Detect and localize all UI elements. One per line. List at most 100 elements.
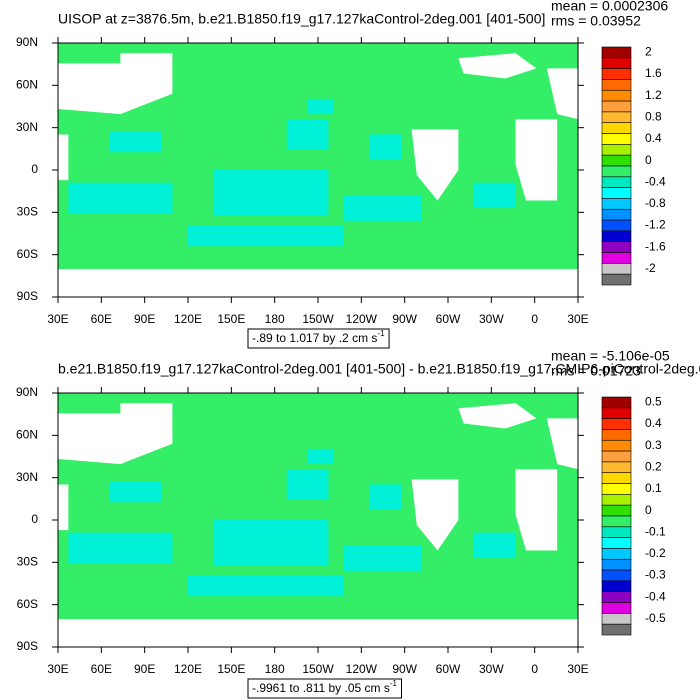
lon-label: 180 (265, 312, 285, 326)
lat-label: 90S (17, 289, 38, 303)
colorbar-label: 1.2 (645, 88, 662, 102)
colorbar-label: 0 (645, 503, 652, 517)
land-mask (58, 619, 578, 647)
colorbar-label: 2 (645, 45, 652, 59)
lat-label: 60S (17, 247, 38, 261)
map-panel: b.e21.B1850.f19_g17.127kaControl-2deg.00… (16, 348, 700, 699)
colorbar-box (601, 89, 632, 102)
colorbar-label: 0.4 (645, 131, 662, 145)
colorbar-label: -0.5 (645, 611, 666, 625)
colorbar-box (601, 68, 632, 80)
land-mask (58, 403, 173, 465)
lon-label: 180 (265, 662, 285, 676)
colorbar-label: -1.2 (645, 218, 666, 232)
colorbar-box (601, 57, 632, 69)
colorbar-box (601, 504, 632, 517)
colorbar-label: 0.8 (645, 109, 662, 123)
colorbar-box (601, 263, 632, 275)
field-patch (188, 575, 344, 597)
caption-frame (247, 678, 403, 699)
colorbar-box (601, 79, 632, 91)
colorbar-box (601, 494, 632, 506)
colorbar-box (601, 418, 632, 430)
lon-label: 30W (479, 312, 504, 326)
colorbar-box (601, 241, 632, 253)
colorbar-box (601, 450, 632, 463)
colorbar-label: -0.2 (645, 546, 666, 560)
field-patch (344, 545, 422, 571)
field-patch (307, 448, 334, 465)
lat-label: 30N (16, 120, 38, 134)
lon-label: 30E (567, 312, 588, 326)
colorbar-box (601, 111, 632, 124)
colorbar-label: -0.4 (645, 174, 666, 188)
lon-label: 60E (91, 312, 112, 326)
field-patch (214, 520, 329, 566)
lon-label: 30E (567, 662, 588, 676)
colorbar-label: 0.3 (645, 438, 662, 452)
land-mask (94, 418, 105, 429)
colorbar-box (601, 165, 632, 178)
colorbar-label: 0 (645, 153, 652, 167)
lon-label: 90W (392, 312, 417, 326)
field-patch (214, 170, 329, 216)
lat-label: 30N (16, 470, 38, 484)
colorbar-label: 0.1 (645, 481, 662, 495)
lon-label: 150W (302, 662, 334, 676)
colorbar-box (601, 46, 632, 59)
colorbar-box (601, 273, 632, 286)
lon-label: 0 (531, 662, 538, 676)
field-patch (286, 469, 329, 500)
land-mask (94, 68, 105, 79)
colorbar-box (601, 230, 632, 243)
lon-label: 150W (302, 312, 334, 326)
colorbar-box (601, 548, 632, 560)
mean-label: mean = 0.0002306 (551, 0, 668, 14)
caption-frame (247, 328, 390, 349)
lat-label: 30S (17, 555, 38, 569)
caption: -.89 to 1.017 by .2 cm s-1 (252, 329, 385, 345)
field-patch (370, 484, 402, 510)
lon-label: 30E (47, 312, 68, 326)
colorbar-box (601, 133, 632, 145)
land-mask (546, 418, 578, 470)
colorbar-box (601, 623, 632, 636)
field-patch (110, 131, 162, 153)
colorbar-box (601, 526, 632, 538)
colorbar-label: 1.6 (645, 66, 662, 80)
land-mask (58, 269, 578, 297)
rms-label: rms = 0.01723 (551, 363, 641, 379)
lon-label: 90E (134, 312, 155, 326)
lat-label: 60N (16, 428, 38, 442)
colorbar-box (601, 580, 632, 593)
land-mask (58, 134, 69, 181)
colorbar-box (601, 472, 632, 484)
land-mask (58, 484, 69, 531)
caption: -.9961 to .811 by .05 cm s-1 (252, 679, 398, 695)
caption-text: -.9961 to .811 by .05 cm s (252, 681, 390, 695)
lat-label: 0 (31, 512, 38, 526)
field-patch (68, 182, 173, 214)
colorbar-box (601, 483, 632, 495)
colorbar-label: -0.4 (645, 589, 666, 603)
colorbar-label: -0.3 (645, 568, 666, 582)
land-mask (515, 119, 558, 201)
lon-label: 120E (174, 662, 202, 676)
lat-label: 90S (17, 639, 38, 653)
land-mask (58, 53, 173, 115)
caption-text: -.89 to 1.017 by .2 cm s (252, 331, 377, 345)
field-patch (286, 119, 329, 150)
colorbar-box (601, 144, 632, 156)
panel-title: UISOP at z=3876.5m, b.e21.B1850.f19_g17.… (58, 11, 545, 27)
colorbar-box (601, 429, 632, 441)
colorbar-box (601, 407, 632, 419)
field-patch (344, 195, 422, 221)
colorbar-box (601, 537, 632, 549)
colorbar-label: 0.4 (645, 416, 662, 430)
colorbar-box (601, 461, 632, 474)
lat-label: 0 (31, 162, 38, 176)
lon-label: 90E (134, 662, 155, 676)
colorbar-label: -2 (645, 261, 656, 275)
lon-label: 120E (174, 312, 202, 326)
